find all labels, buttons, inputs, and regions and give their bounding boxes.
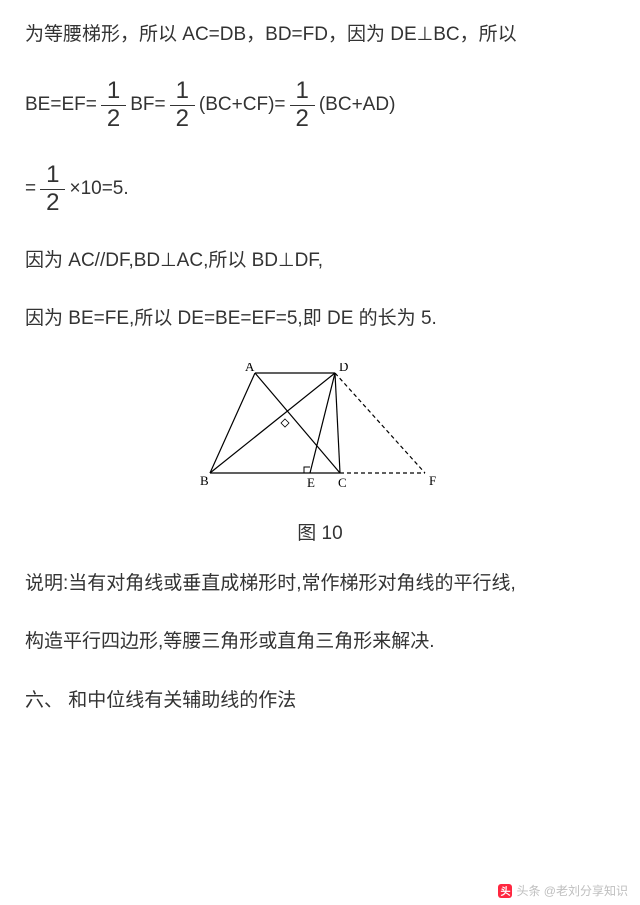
eq1-left: BE=EF=	[25, 94, 97, 116]
fraction-half-4: 1 2	[40, 162, 65, 216]
svg-text:E: E	[307, 475, 315, 490]
fraction-half-3: 1 2	[290, 78, 315, 132]
eq1-right: (BC+AD)	[319, 94, 396, 116]
paragraph-3: 因为 BE=FE,所以 DE=BE=EF=5,即 DE 的长为 5.	[25, 304, 615, 334]
watermark-text: 头条 @老刘分享知识	[516, 882, 628, 899]
paragraph-explain-1: 说明:当有对角线或垂直成梯形时,常作梯形对角线的平行线,	[25, 569, 615, 599]
svg-text:F: F	[429, 473, 436, 488]
svg-text:A: A	[245, 363, 255, 374]
equation-2: = 1 2 ×10=5.	[25, 162, 615, 216]
paragraph-explain-2: 构造平行四边形,等腰三角形或直角三角形来解决.	[25, 627, 615, 657]
watermark: 头 头条 @老刘分享知识	[498, 882, 628, 899]
eq1-mid1: BF=	[130, 94, 165, 116]
fraction-half-2: 1 2	[170, 78, 195, 132]
eq1-mid2: (BC+CF)=	[199, 94, 286, 116]
trapezoid-diagram: A D B E C F	[200, 363, 440, 493]
figure-caption: 图 10	[25, 518, 615, 545]
eq2-eq: =	[25, 178, 36, 200]
fraction-half-1: 1 2	[101, 78, 126, 132]
figure-10: A D B E C F 图 10	[25, 363, 615, 545]
toutiao-icon: 头	[498, 884, 512, 898]
section-heading-6: 六、​ 和中位线有关辅助线的作法	[25, 686, 615, 716]
svg-text:D: D	[339, 363, 348, 374]
paragraph-2: 因为 AC//DF,BD⊥AC,所以 BD⊥DF,	[25, 246, 615, 276]
eq2-tail: ×10=5.	[69, 178, 128, 200]
equation-1: BE=EF= 1 2 BF= 1 2 (BC+CF)= 1 2 (BC+AD)	[25, 78, 615, 132]
svg-text:C: C	[338, 475, 347, 490]
svg-text:B: B	[200, 473, 209, 488]
paragraph-intro: 为等腰梯形，所以 AC=DB，BD=FD，因为 DE⊥BC，所以	[25, 20, 615, 50]
